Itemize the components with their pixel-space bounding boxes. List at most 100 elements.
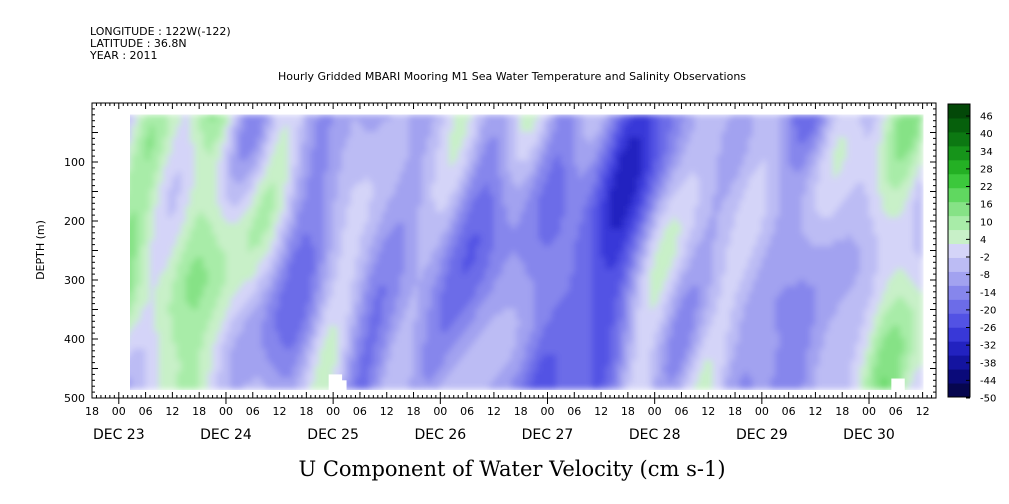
heatmap-cell	[154, 120, 160, 127]
heatmap-cell	[131, 154, 138, 162]
heatmap-cell	[404, 377, 410, 384]
heatmap-cell	[274, 245, 281, 253]
heatmap-cell	[270, 365, 276, 373]
heatmap-cell	[373, 245, 379, 253]
heatmap-cell	[194, 245, 200, 253]
heatmap-cell	[364, 143, 370, 150]
heatmap-cell	[252, 297, 258, 304]
heatmap-cell	[158, 188, 164, 196]
heatmap-cell	[239, 160, 245, 167]
heatmap-cell	[337, 268, 343, 276]
heatmap-cell	[422, 331, 428, 339]
heatmap-cell	[377, 314, 383, 322]
heatmap-cell	[390, 205, 397, 213]
heatmap-cell	[243, 211, 249, 219]
heatmap-cell	[261, 337, 267, 344]
heatmap-cell	[337, 205, 343, 213]
heatmap-cell	[283, 148, 289, 156]
heatmap-cell	[386, 343, 392, 350]
heatmap-cell	[404, 297, 410, 304]
heatmap-cell	[386, 291, 392, 299]
heatmap-cell	[203, 383, 209, 390]
heatmap-cell	[172, 263, 178, 270]
heatmap-cell	[256, 165, 263, 173]
heatmap-cell	[203, 263, 209, 270]
heatmap-cell	[154, 285, 160, 293]
heatmap-cell	[181, 354, 187, 362]
heatmap-cell	[395, 131, 401, 139]
heatmap-cell	[131, 325, 138, 333]
heatmap-cell	[404, 194, 410, 202]
heatmap-cell	[203, 343, 209, 350]
heatmap-cell	[131, 240, 138, 247]
heatmap-cell	[145, 285, 151, 293]
heatmap-cell	[172, 257, 178, 264]
heatmap-field	[118, 114, 924, 390]
heatmap-cell	[207, 160, 214, 167]
heatmap-cell	[364, 360, 370, 367]
heatmap-cell	[261, 257, 267, 264]
heatmap-cell	[140, 354, 147, 362]
heatmap-cell	[288, 194, 294, 202]
heatmap-cell	[154, 337, 160, 344]
heatmap-cell	[301, 297, 307, 304]
heatmap-cell	[444, 143, 450, 150]
heatmap-cell	[444, 365, 450, 373]
heatmap-cell	[359, 371, 365, 379]
heatmap-cell	[314, 154, 321, 162]
heatmap-cell	[422, 228, 428, 236]
heatmap-cell	[413, 383, 419, 390]
heatmap-cell	[435, 268, 441, 276]
heatmap-cell	[435, 137, 441, 144]
heatmap-cell	[163, 125, 169, 133]
heatmap-cell	[413, 314, 419, 322]
heatmap-cell	[181, 183, 187, 190]
heatmap-cell	[453, 200, 459, 207]
heatmap-cell	[346, 205, 352, 213]
heatmap-cell	[216, 228, 223, 236]
heatmap-cell	[181, 325, 187, 333]
heatmap-cell	[346, 223, 352, 230]
heatmap-cell	[297, 143, 303, 150]
heatmap-cell	[413, 177, 419, 184]
heatmap-cell	[435, 114, 441, 122]
heatmap-cell	[364, 383, 370, 390]
heatmap-cell	[422, 251, 428, 259]
heatmap-cell	[274, 314, 281, 322]
heatmap-cell	[225, 154, 231, 162]
heatmap-cell	[359, 325, 365, 333]
heatmap-cell	[194, 383, 200, 390]
heatmap-cell	[395, 114, 401, 122]
heatmap-cell	[216, 297, 223, 304]
heatmap-cell	[346, 383, 352, 390]
heatmap-cell	[292, 377, 298, 384]
heatmap-cell	[297, 308, 303, 316]
heatmap-cell	[261, 177, 267, 184]
heatmap-cell	[314, 371, 321, 379]
heatmap-cell	[261, 171, 267, 179]
heatmap-cell	[265, 280, 272, 287]
heatmap-cell	[408, 297, 415, 304]
heatmap-cell	[118, 143, 123, 150]
heatmap-cell	[225, 320, 231, 327]
heatmap-cell	[136, 291, 142, 299]
heatmap-cell	[373, 125, 379, 133]
heatmap-cell	[225, 200, 231, 207]
heatmap-cell	[341, 223, 348, 230]
heatmap-cell	[288, 200, 294, 207]
heatmap-cell	[408, 131, 415, 139]
heatmap-cell	[203, 211, 209, 219]
heatmap-cell	[457, 188, 464, 196]
heatmap-cell	[301, 343, 307, 350]
heatmap-cell	[256, 308, 263, 316]
heatmap-cell	[136, 177, 142, 184]
heatmap-cell	[230, 291, 236, 299]
heatmap-cell	[292, 131, 298, 139]
heatmap-cell	[158, 114, 164, 122]
heatmap-cell	[247, 257, 254, 264]
heatmap-cell	[444, 234, 450, 242]
heatmap-cell	[301, 183, 307, 190]
heatmap-cell	[341, 217, 348, 224]
heatmap-cell	[270, 343, 276, 350]
heatmap-cell	[292, 360, 298, 367]
